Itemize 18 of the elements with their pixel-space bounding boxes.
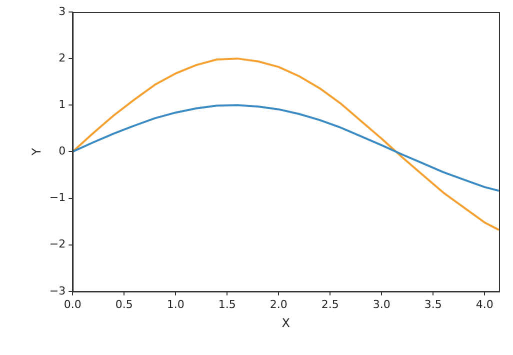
x-tick-label: 0.5 (115, 298, 133, 311)
x-tick-label: 2.0 (270, 298, 288, 311)
x-tick-label: 3.0 (372, 298, 390, 311)
x-axis-title: X (282, 316, 290, 330)
y-tick-label: 3 (58, 4, 66, 18)
y-tick-label: 0 (58, 144, 66, 158)
y-tick-label: −2 (49, 238, 66, 251)
x-tick-label: 1.0 (166, 298, 184, 311)
y-tick-label: 2 (58, 51, 66, 64)
y-tick-label: 1 (58, 98, 66, 111)
y-axis-title: Y (29, 147, 44, 156)
y-tick-label: −3 (49, 284, 66, 298)
x-tick-label: 3.5 (424, 298, 442, 311)
x-tick-label: 2.5 (321, 298, 339, 311)
x-tick-label: 1.5 (218, 298, 236, 311)
y-tick-label: −1 (49, 191, 66, 204)
x-tick-label: 0.0 (64, 298, 82, 311)
x-tick-label: 4.0 (476, 298, 494, 311)
